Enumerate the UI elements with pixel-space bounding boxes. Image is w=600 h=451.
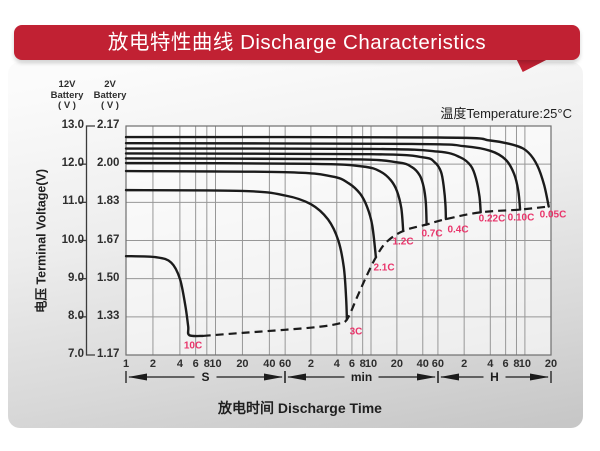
discharge-curve-1.2C — [124, 161, 405, 233]
left-arrowhead-icon — [440, 373, 459, 381]
title-banner: 放电特性曲线 Discharge Characteristics — [14, 25, 580, 60]
discharge-curve-0.4C — [124, 152, 448, 221]
discharge-curve-0.7C — [124, 157, 428, 226]
left-arrowhead-icon — [287, 373, 306, 381]
plot-border — [125, 125, 552, 356]
discharge-curve-0.22C — [124, 147, 482, 214]
right-arrowhead-icon — [417, 373, 436, 381]
left-arrowhead-icon — [128, 373, 147, 381]
page-title: 放电特性曲线 Discharge Characteristics — [107, 31, 487, 54]
right-arrowhead-icon — [530, 373, 549, 381]
cutoff-envelope-line — [202, 205, 549, 338]
discharge-curve-0.05C — [124, 135, 550, 208]
right-arrowhead-icon — [264, 373, 283, 381]
discharge-curve-10C — [124, 254, 204, 338]
voltage-bracket — [85, 125, 95, 356]
discharge-curve-0.10C — [124, 141, 522, 211]
discharge-curve-3C — [124, 188, 349, 321]
discharge-curve-2.1C — [124, 169, 378, 259]
